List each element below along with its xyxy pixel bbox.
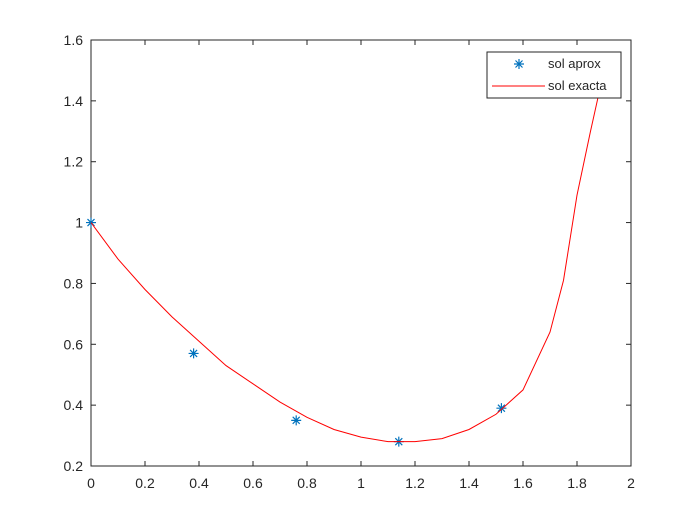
- x-tick-label: 1.8: [567, 475, 587, 491]
- y-tick-label: 1.2: [64, 154, 84, 170]
- marker: [291, 415, 302, 426]
- legend-marker: [514, 59, 524, 69]
- y-tick-label: 1.6: [64, 32, 84, 48]
- legend-box: [486, 51, 622, 99]
- y-tick-label: 1: [75, 215, 83, 231]
- x-tick-label: 1: [357, 475, 365, 491]
- legend-label: sol aprox: [548, 56, 601, 71]
- line: [91, 70, 605, 443]
- marker: [188, 348, 199, 359]
- x-tick-label: 1.4: [459, 475, 479, 491]
- x-tick-label: 1.6: [513, 475, 533, 491]
- x-tick-label: 0.6: [243, 475, 263, 491]
- y-tick-label: 0.4: [64, 397, 84, 413]
- x-tick-label: 0.8: [297, 475, 317, 491]
- marker: [86, 217, 96, 228]
- x-tick-label: 0.4: [189, 475, 209, 491]
- x-tick-label: 0.2: [135, 475, 155, 491]
- plot-area: [90, 39, 632, 467]
- x-tick-label: 2: [627, 475, 635, 491]
- y-tick-label: 1.4: [64, 93, 84, 109]
- marker: [496, 403, 507, 414]
- y-tick-label: 0.6: [64, 336, 84, 352]
- y-tick-label: 0.2: [64, 458, 84, 474]
- x-tick-label: 0: [87, 475, 95, 491]
- y-tick-label: 0.8: [64, 275, 84, 291]
- legend-label: sol exacta: [548, 78, 607, 93]
- x-tick-label: 1.2: [405, 475, 425, 491]
